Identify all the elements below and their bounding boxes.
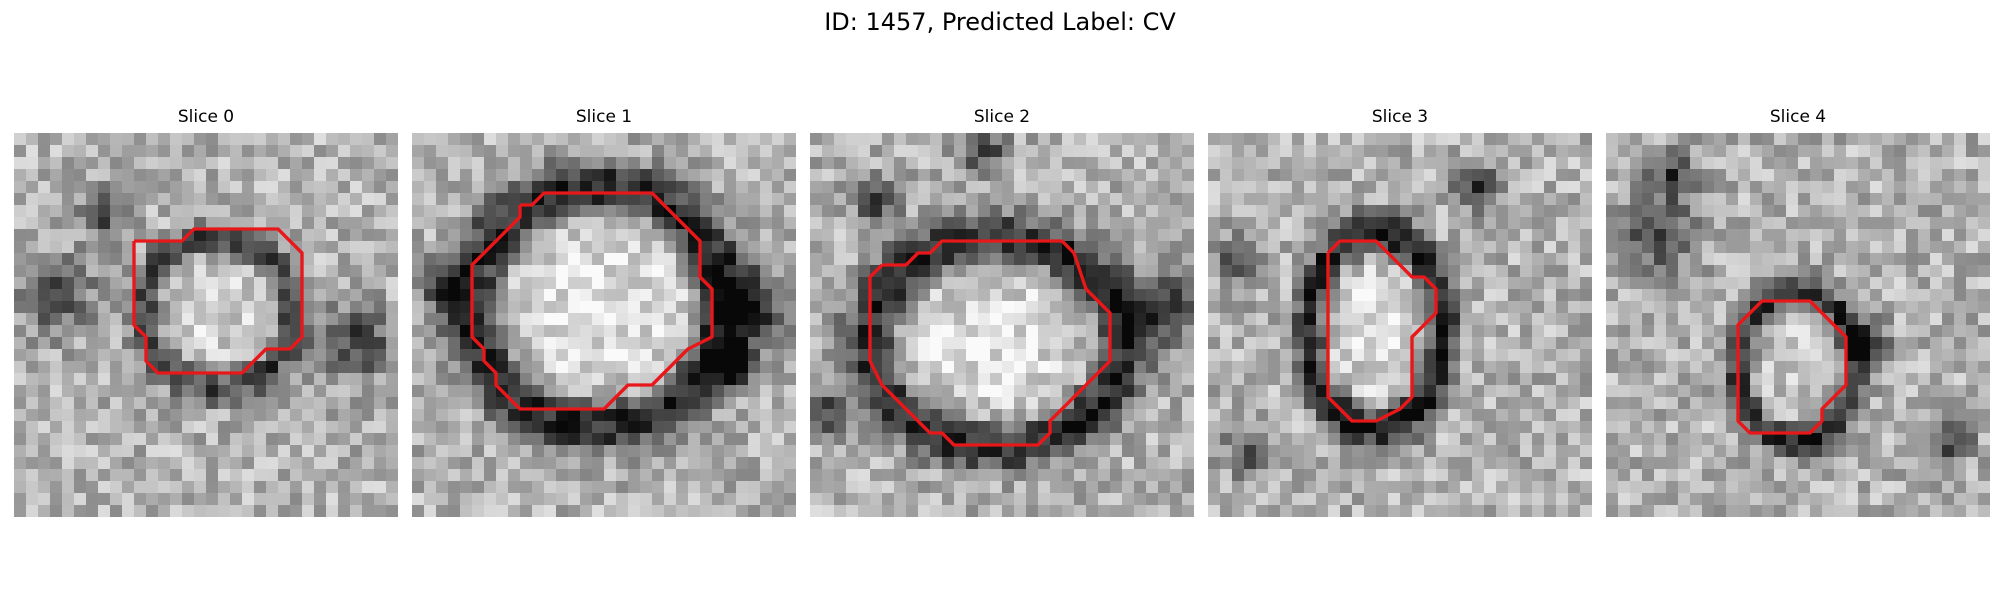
- panel-slice-1: Slice 1: [412, 107, 796, 517]
- grayscale-patch: [412, 133, 796, 517]
- grayscale-patch: [14, 133, 398, 517]
- slice-image: [810, 133, 1194, 517]
- slice-image: [412, 133, 796, 517]
- panel-title: Slice 3: [1371, 107, 1429, 127]
- segmentation-contour: [132, 227, 304, 375]
- panel-slice-2: Slice 2: [810, 107, 1194, 517]
- slice-image: [14, 133, 398, 517]
- panel-title: Slice 1: [575, 107, 633, 127]
- slice-image: [1208, 133, 1592, 517]
- segmentation-contour: [1326, 239, 1438, 423]
- figure-title: ID: 1457, Predicted Label: CV: [824, 8, 1176, 36]
- panel-slice-4: Slice 4: [1606, 107, 1990, 517]
- grayscale-patch: [810, 133, 1194, 517]
- segmentation-contour: [868, 239, 1112, 447]
- panel-title: Slice 2: [973, 107, 1031, 127]
- segmentation-contour: [470, 191, 714, 411]
- panel-slice-3: Slice 3: [1208, 107, 1592, 517]
- panel-slice-0: Slice 0: [14, 107, 398, 517]
- grayscale-patch: [1208, 133, 1592, 517]
- segmentation-contour: [1736, 299, 1848, 435]
- panel-title: Slice 0: [177, 107, 235, 127]
- slice-image: [1606, 133, 1990, 517]
- grayscale-patch: [1606, 133, 1990, 517]
- panel-title: Slice 4: [1769, 107, 1827, 127]
